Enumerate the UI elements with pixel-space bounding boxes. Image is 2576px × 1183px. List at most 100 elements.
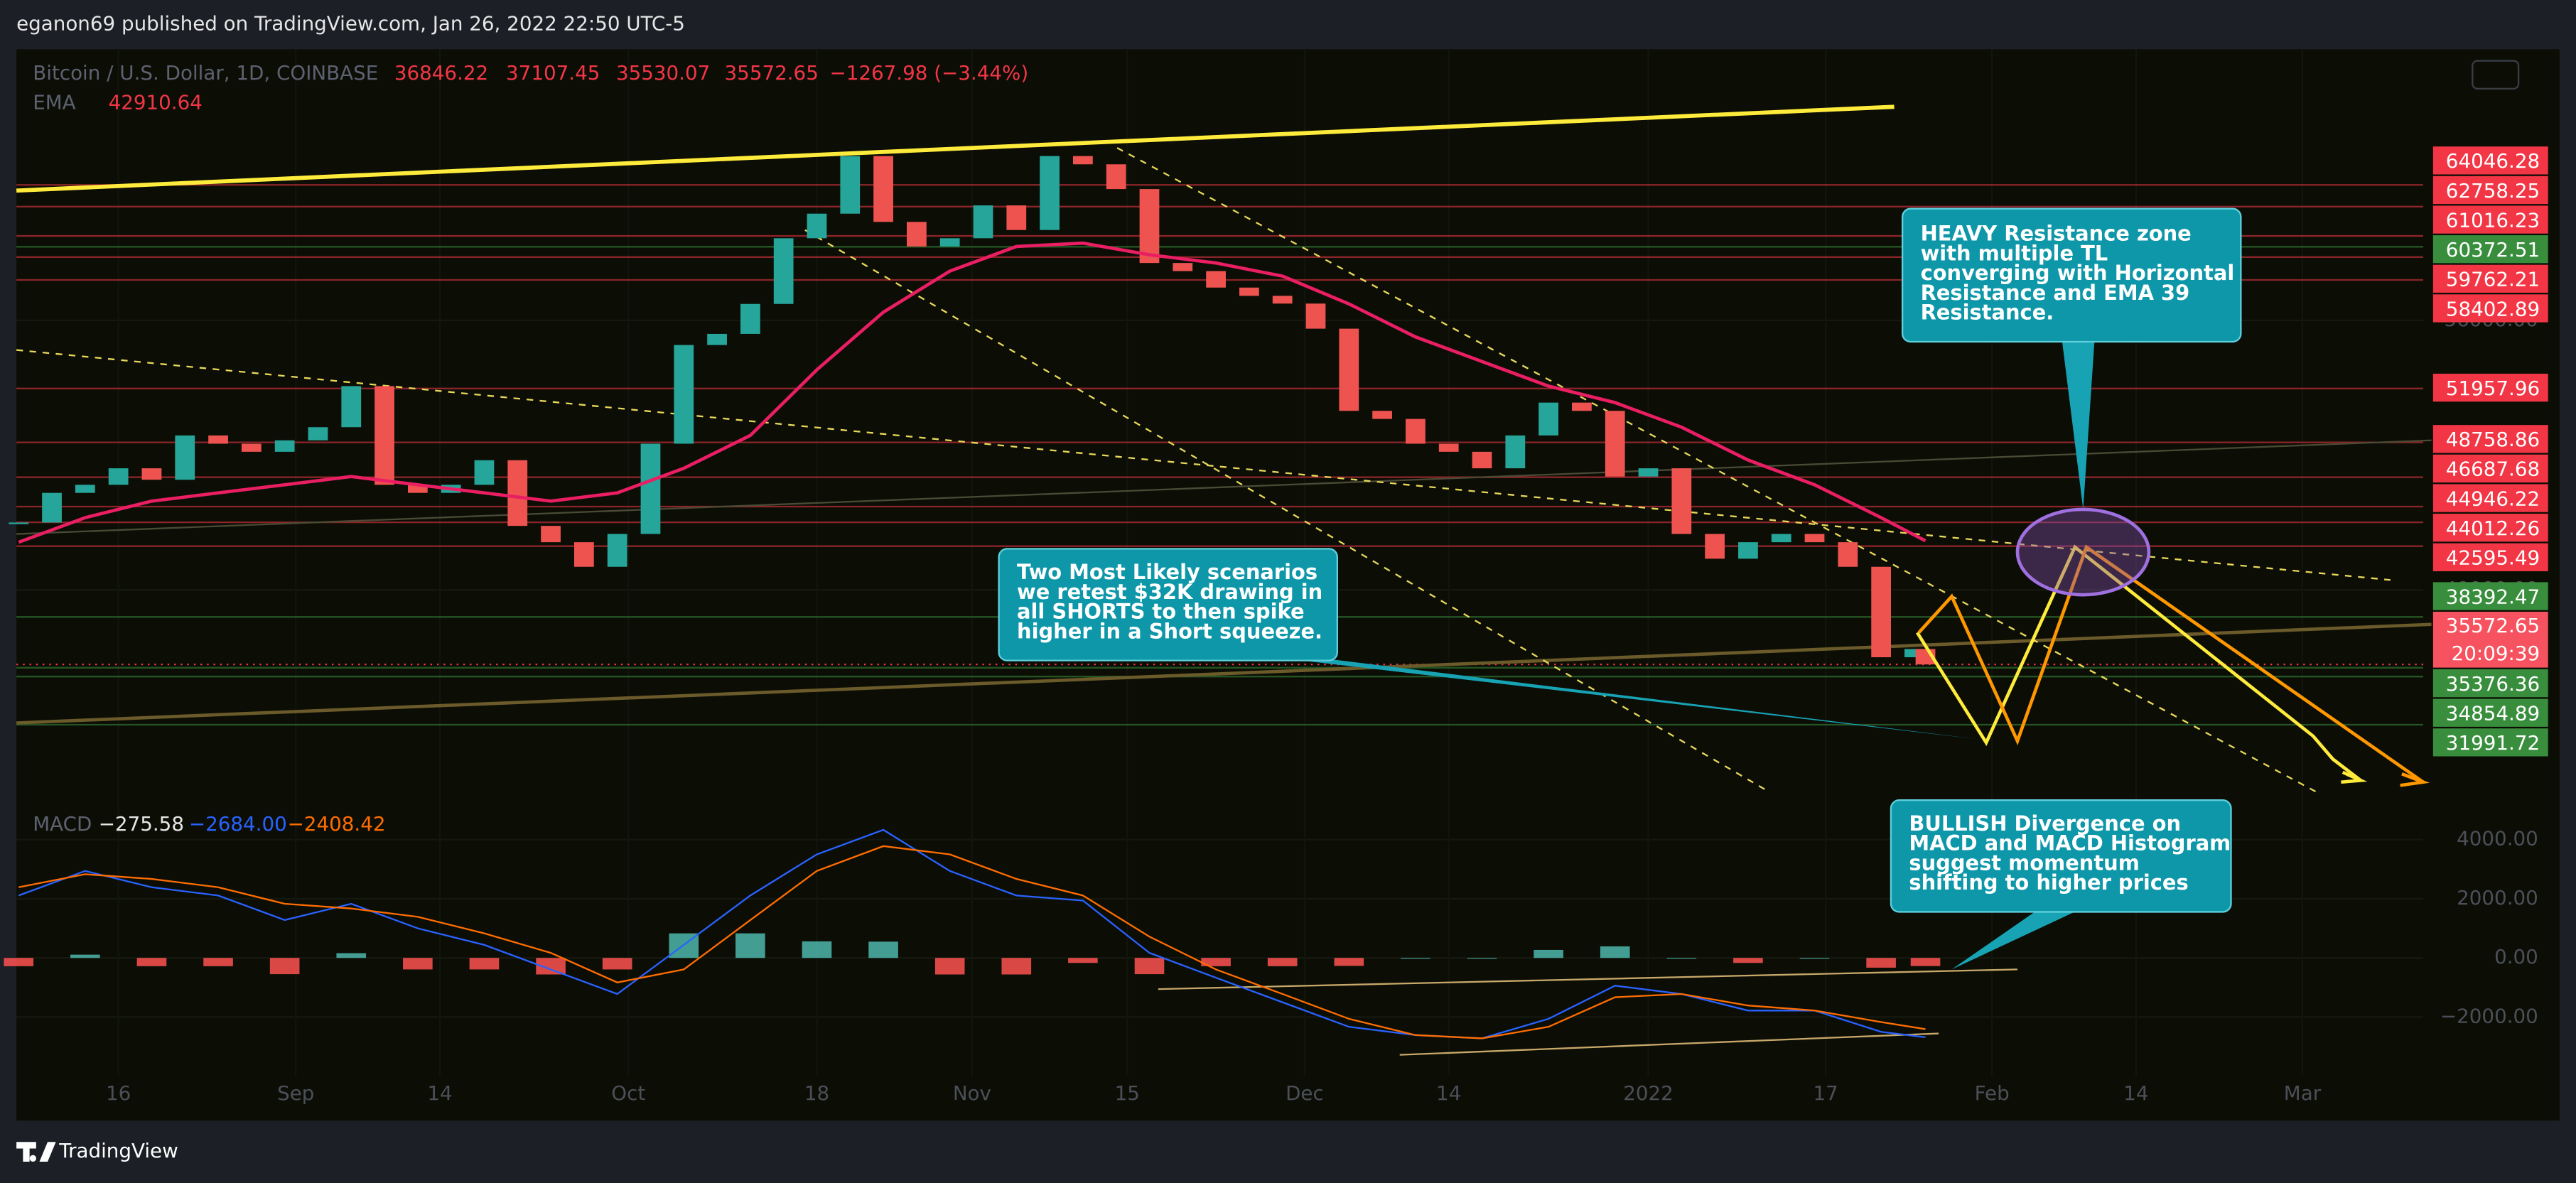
trend-line [16,439,2432,535]
annotation-line: MACD and MACD Histogram [1909,831,2231,855]
price-label: 31991.72 [2446,731,2540,755]
callout-pointer [1273,657,1980,740]
candle [1339,328,1359,411]
trend-line [804,229,1770,793]
candle [1438,443,1459,452]
price-label-box [2432,205,2548,234]
scenario-path [1917,544,2425,784]
price-label-box [2432,484,2548,512]
callout-box [1890,799,2232,913]
candle [740,303,760,334]
open: 36846.22 [394,61,488,85]
price-label: 44946.22 [2446,487,2540,510]
histogram-bar [1334,958,1364,966]
candle [1605,411,1625,477]
histogram-bar [1068,958,1098,963]
candle [1305,303,1326,329]
histogram-bar [1267,958,1298,966]
price-label-box [2432,425,2548,453]
macd-name: MACD [33,812,92,836]
candle [1738,542,1758,559]
candle [9,522,29,524]
x-tick-label: 18 [804,1081,829,1105]
y-tick-label: 0.00 [2494,945,2538,968]
price-label-box [2432,698,2548,727]
x-tick-label: Feb [1975,1081,2010,1105]
candle [141,468,162,480]
candle [1671,468,1692,534]
candle [108,468,129,485]
candle [1239,287,1259,296]
candle [1771,534,1791,543]
histogram-bar [403,958,433,970]
price-label: 46687.68 [2446,458,2540,481]
callout-box [1901,207,2242,343]
annotation-line: we retest $32K drawing in [1017,580,1322,604]
annotation-line: with multiple TL [1921,241,2108,265]
histogram-bar [336,953,367,958]
x-tick-label: Nov [953,1081,991,1105]
candles [4,156,1941,1039]
x-tick-label: 17 [1813,1081,1838,1105]
candle [1106,164,1126,190]
price-label: 34854.89 [2446,702,2540,725]
candle [1073,156,1093,165]
candle [274,440,295,452]
histogram-bar [70,954,100,958]
high: 37107.45 [506,61,600,85]
x-tick-label: 14 [2123,1081,2148,1105]
price-label: 64046.28 [2446,149,2540,173]
candle [1173,263,1193,271]
candle [707,333,727,345]
annotation-line: shifting to higher prices [1909,870,2188,895]
candle [907,222,927,247]
price-label: 38392.47 [2446,585,2540,608]
menu-button[interactable] [2472,60,2520,90]
candle [208,435,228,444]
price-label: 44012.26 [2446,517,2540,540]
candle [308,427,328,441]
annotation-line: higher in a Short squeeze. [1017,619,1322,643]
histogram-bar [4,958,34,966]
macd-value: −2684.00 [189,812,287,836]
candle [1538,402,1558,436]
candle [1406,418,1426,444]
x-tick-label: 15 [1115,1081,1140,1105]
signal-value: −2408.42 [288,812,386,836]
trend-line [16,349,2391,581]
price-label-box [2432,454,2548,483]
candle [1040,156,1060,230]
ema-line [18,241,1926,544]
candle [1139,189,1160,264]
candle [1705,534,1725,559]
annotation-line: all SHORTS to then spike [1017,600,1305,624]
histogram-bar [1001,958,1032,975]
histogram-bar [1600,946,1630,958]
drawings [16,104,2432,1056]
candle [1572,402,1592,411]
histogram-bar [868,941,898,958]
candle [1638,468,1659,477]
candle [407,485,428,493]
price-label-box [2432,264,2548,293]
scenario-drawings [1915,507,2430,787]
histogram-bar [802,941,832,958]
price-label: 35376.36 [2446,672,2540,696]
histogram-bar [1534,949,1563,958]
candle [773,238,794,304]
arrow-head [2400,772,2430,787]
price-label: 61016.23 [2446,208,2540,232]
price-label-box [2432,235,2548,264]
trend-line [1116,147,2317,793]
candle [939,238,960,247]
annotation-line: HEAVY Resistance zone [1921,222,2192,246]
price-label-box [2432,294,2548,323]
x-tick-label: Oct [611,1081,645,1105]
candle [573,542,594,567]
annotation-line: Resistance. [1921,301,2054,325]
annotation-line: Two Most Likely scenarios [1017,560,1317,584]
price-label-box [2432,543,2548,571]
annotation-line: Resistance and EMA 39 [1921,281,2190,305]
x-tick-label: Dec [1286,1081,1324,1105]
